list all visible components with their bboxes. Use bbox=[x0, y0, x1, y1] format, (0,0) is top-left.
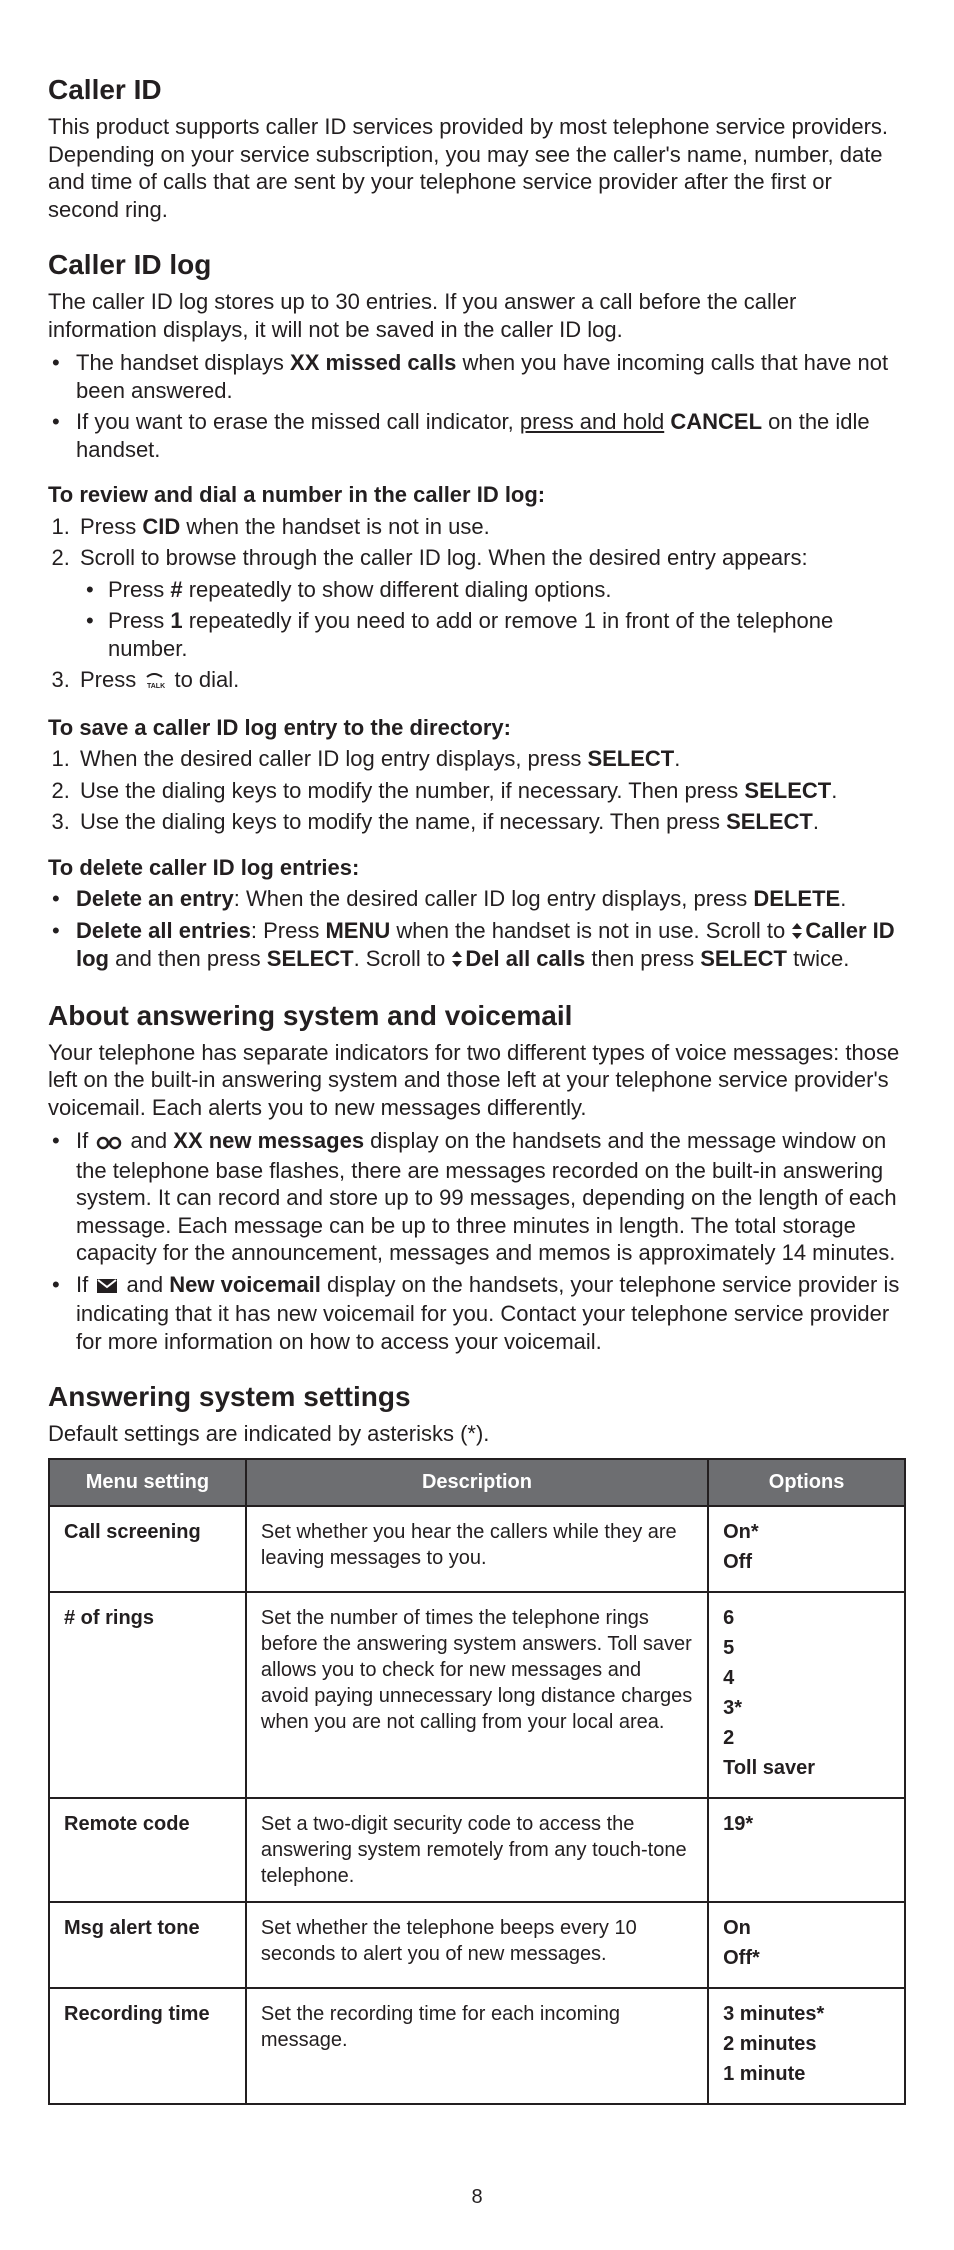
table-cell-setting: Recording time bbox=[49, 1988, 246, 2104]
table-cell-options: OnOff* bbox=[708, 1902, 905, 1988]
heading-caller-id: Caller ID bbox=[48, 72, 906, 107]
envelope-icon bbox=[96, 1273, 118, 1301]
table-cell-description: Set whether the telephone beeps every 10… bbox=[246, 1902, 708, 1988]
list-item: Press CID when the handset is not in use… bbox=[76, 513, 906, 541]
list-item: Delete all entries: Press MENU when the … bbox=[76, 917, 906, 974]
sub-heading: To save a caller ID log entry to the dir… bbox=[48, 714, 906, 742]
list-item: Scroll to browse through the caller ID l… bbox=[76, 544, 906, 662]
list-item: Press TALK to dial. bbox=[76, 666, 906, 696]
updown-arrow-icon bbox=[791, 918, 803, 946]
list-item: The handset displays XX missed calls whe… bbox=[76, 349, 906, 404]
table-cell-setting: Msg alert tone bbox=[49, 1902, 246, 1988]
table-row: Recording timeSet the recording time for… bbox=[49, 1988, 905, 2104]
list-item: If and XX new messages display on the ha… bbox=[76, 1127, 906, 1267]
list-item: Use the dialing keys to modify the name,… bbox=[76, 808, 906, 836]
list-item: Delete an entry: When the desired caller… bbox=[76, 885, 906, 913]
table-row: Remote codeSet a two-digit security code… bbox=[49, 1798, 905, 1902]
list-item: If and New voicemail display on the hand… bbox=[76, 1271, 906, 1356]
heading-about-answering: About answering system and voicemail bbox=[48, 998, 906, 1033]
settings-table: Menu setting Description Options Call sc… bbox=[48, 1458, 906, 2105]
table-header: Options bbox=[708, 1459, 905, 1506]
numbered-list: Press CID when the handset is not in use… bbox=[48, 513, 906, 696]
table-cell-description: Set the number of times the telephone ri… bbox=[246, 1592, 708, 1798]
sub-bullet-list: Press # repeatedly to show different dia… bbox=[80, 576, 906, 663]
svg-text:TALK: TALK bbox=[147, 683, 165, 689]
tape-icon bbox=[96, 1129, 122, 1157]
paragraph: Default settings are indicated by asteri… bbox=[48, 1420, 906, 1448]
bullet-list: If and XX new messages display on the ha… bbox=[48, 1127, 906, 1355]
table-row: # of ringsSet the number of times the te… bbox=[49, 1592, 905, 1798]
table-cell-options: 3 minutes*2 minutes1 minute bbox=[708, 1988, 905, 2104]
paragraph: The caller ID log stores up to 30 entrie… bbox=[48, 288, 906, 343]
heading-caller-id-log: Caller ID log bbox=[48, 247, 906, 282]
list-item: Press # repeatedly to show different dia… bbox=[108, 576, 906, 604]
table-cell-options: 19* bbox=[708, 1798, 905, 1902]
numbered-list: When the desired caller ID log entry dis… bbox=[48, 745, 906, 836]
list-item: Press 1 repeatedly if you need to add or… bbox=[108, 607, 906, 662]
updown-arrow-icon bbox=[451, 946, 463, 974]
list-item: If you want to erase the missed call ind… bbox=[76, 408, 906, 463]
table-cell-setting: Call screening bbox=[49, 1506, 246, 1592]
talk-icon: TALK bbox=[144, 668, 166, 696]
bullet-list: Delete an entry: When the desired caller… bbox=[48, 885, 906, 974]
list-item: Use the dialing keys to modify the numbe… bbox=[76, 777, 906, 805]
table-cell-setting: # of rings bbox=[49, 1592, 246, 1798]
table-row: Msg alert toneSet whether the telephone … bbox=[49, 1902, 905, 1988]
bullet-list: The handset displays XX missed calls whe… bbox=[48, 349, 906, 463]
table-cell-options: On*Off bbox=[708, 1506, 905, 1592]
table-header: Menu setting bbox=[49, 1459, 246, 1506]
sub-heading: To review and dial a number in the calle… bbox=[48, 481, 906, 509]
paragraph: This product supports caller ID services… bbox=[48, 113, 906, 223]
sub-heading: To delete caller ID log entries: bbox=[48, 854, 906, 882]
table-cell-setting: Remote code bbox=[49, 1798, 246, 1902]
table-cell-description: Set the recording time for each incoming… bbox=[246, 1988, 708, 2104]
paragraph: Your telephone has separate indicators f… bbox=[48, 1039, 906, 1122]
list-item: When the desired caller ID log entry dis… bbox=[76, 745, 906, 773]
heading-answering-settings: Answering system settings bbox=[48, 1379, 906, 1414]
table-header: Description bbox=[246, 1459, 708, 1506]
table-cell-options: 6543*2Toll saver bbox=[708, 1592, 905, 1798]
table-row: Call screeningSet whether you hear the c… bbox=[49, 1506, 905, 1592]
page-number: 8 bbox=[48, 2185, 906, 2210]
table-cell-description: Set whether you hear the callers while t… bbox=[246, 1506, 708, 1592]
table-cell-description: Set a two-digit security code to access … bbox=[246, 1798, 708, 1902]
